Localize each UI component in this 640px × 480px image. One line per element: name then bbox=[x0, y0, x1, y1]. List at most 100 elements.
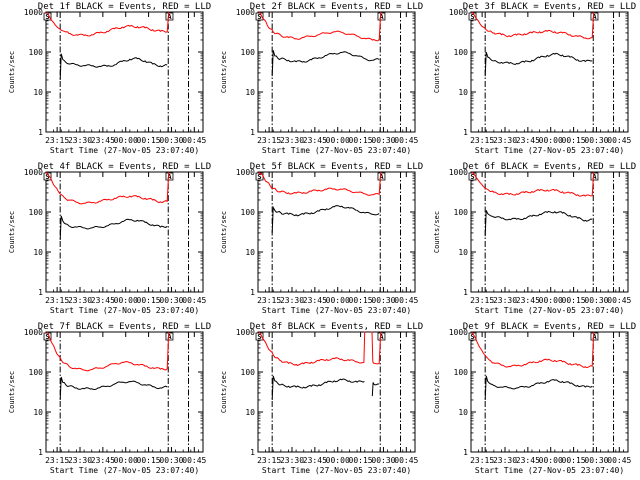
x-tick-label: 23:15 bbox=[470, 456, 494, 465]
y-axis-label: Counts/sec bbox=[433, 51, 441, 93]
chart-title: Det 7f BLACK = Events, RED = LLD bbox=[38, 322, 211, 332]
marker-box bbox=[590, 332, 599, 341]
x-tick-label: 23:45 bbox=[516, 136, 540, 145]
x-axis-label: Start Time (27-Nov-05 23:07:40) bbox=[475, 466, 624, 475]
marker-label: A bbox=[379, 173, 384, 181]
plot-frame bbox=[470, 11, 629, 133]
y-tick-label: 10 bbox=[245, 88, 255, 97]
y-axis-label: Counts/sec bbox=[8, 211, 16, 253]
panel-3: Det 3f BLACK = Events, RED = LLD 1 10 100 10… bbox=[433, 2, 636, 155]
x-tick-label: 00:00 bbox=[326, 136, 350, 145]
chart-title: Det 6f BLACK = Events, RED = LLD bbox=[463, 162, 636, 172]
plot-frame bbox=[470, 331, 629, 453]
y-tick-label: 1 bbox=[463, 128, 468, 137]
x-tick-label: 00:00 bbox=[114, 456, 138, 465]
chart-title: Det 9f BLACK = Events, RED = LLD bbox=[463, 322, 636, 332]
marker-box bbox=[377, 12, 386, 21]
x-tick-label: 23:45 bbox=[91, 456, 115, 465]
x-tick-label: 00:45 bbox=[607, 136, 631, 145]
x-axis-label: Start Time (27-Nov-05 23:07:40) bbox=[475, 146, 624, 155]
marker-label: S bbox=[257, 13, 261, 21]
series-red-line bbox=[258, 331, 382, 366]
y-axis-label: Counts/sec bbox=[433, 211, 441, 253]
y-tick-label: 10 bbox=[458, 248, 468, 257]
marker-label: S bbox=[470, 173, 474, 181]
x-tick-label: 23:30 bbox=[493, 456, 517, 465]
marker-label: A bbox=[592, 13, 597, 21]
x-tick-label: 23:15 bbox=[257, 296, 281, 305]
y-tick-label: 10 bbox=[33, 248, 43, 257]
x-tick-label: 00:15 bbox=[349, 296, 373, 305]
series-black-line bbox=[271, 375, 380, 401]
x-tick-label: 23:15 bbox=[470, 296, 494, 305]
x-tick-label: 00:15 bbox=[562, 456, 586, 465]
marker-label: S bbox=[45, 333, 49, 341]
y-tick-label: 1 bbox=[38, 288, 43, 297]
y-tick-label: 100 bbox=[454, 368, 469, 377]
x-tick-label: 00:00 bbox=[539, 296, 563, 305]
chart-title: Det 3f BLACK = Events, RED = LLD bbox=[463, 2, 636, 12]
x-tick-label: 23:15 bbox=[45, 456, 69, 465]
series-black-line bbox=[484, 375, 593, 401]
y-tick-label: 100 bbox=[241, 368, 256, 377]
chart-title: Det 2f BLACK = Events, RED = LLD bbox=[250, 2, 423, 12]
x-tick-label: 00:00 bbox=[326, 296, 350, 305]
x-tick-label: 00:45 bbox=[394, 456, 418, 465]
marker-box bbox=[590, 172, 599, 181]
x-tick-label: 23:30 bbox=[280, 456, 304, 465]
x-tick-label: 00:45 bbox=[182, 296, 206, 305]
y-tick-label: 100 bbox=[29, 48, 44, 57]
plot-frame bbox=[45, 11, 204, 133]
x-tick-label: 00:15 bbox=[562, 136, 586, 145]
x-tick-label: 23:45 bbox=[303, 296, 327, 305]
y-axis-label: Counts/sec bbox=[220, 51, 228, 93]
x-tick-label: 23:30 bbox=[68, 296, 92, 305]
plot-frame bbox=[45, 171, 204, 293]
series-red-line bbox=[471, 11, 595, 40]
marker-box bbox=[255, 12, 264, 21]
x-tick-label: 00:30 bbox=[371, 456, 395, 465]
x-tick-label: 00:30 bbox=[584, 296, 608, 305]
panel-7: Det 7f BLACK = Events, RED = LLD 1 10 100 10… bbox=[8, 322, 211, 475]
x-tick-label: 23:45 bbox=[303, 136, 327, 145]
plot-frame bbox=[257, 11, 416, 133]
y-tick-label: 1 bbox=[463, 288, 468, 297]
x-tick-label: 23:15 bbox=[470, 136, 494, 145]
panel-4: Det 4f BLACK = Events, RED = LLD 1 10 100 10… bbox=[8, 162, 211, 315]
y-tick-label: 1 bbox=[38, 128, 43, 137]
y-axis-label: Counts/sec bbox=[433, 371, 441, 413]
x-tick-label: 00:15 bbox=[137, 296, 161, 305]
plot-frame bbox=[257, 331, 416, 453]
x-tick-label: 00:00 bbox=[114, 136, 138, 145]
x-tick-label: 00:00 bbox=[539, 136, 563, 145]
marker-label: S bbox=[470, 333, 474, 341]
y-tick-label: 10 bbox=[33, 408, 43, 417]
series-red-line bbox=[471, 171, 595, 197]
chart-title: Det 5f BLACK = Events, RED = LLD bbox=[250, 162, 423, 172]
x-axis-label: Start Time (27-Nov-05 23:07:40) bbox=[262, 306, 411, 315]
x-tick-label: 00:45 bbox=[182, 136, 206, 145]
x-tick-label: 23:15 bbox=[257, 136, 281, 145]
x-tick-label: 00:30 bbox=[159, 296, 183, 305]
plot-frame bbox=[470, 171, 629, 293]
panel-5: Det 5f BLACK = Events, RED = LLD 1 10 100 10… bbox=[220, 162, 423, 315]
series-black-line bbox=[271, 205, 380, 233]
y-tick-label: 1 bbox=[463, 448, 468, 457]
x-tick-label: 23:30 bbox=[68, 456, 92, 465]
y-tick-label: 1000 bbox=[24, 8, 43, 17]
plot-frame bbox=[45, 331, 204, 453]
x-tick-label: 23:45 bbox=[91, 296, 115, 305]
series-red-line bbox=[46, 171, 170, 205]
marker-box bbox=[590, 12, 599, 21]
series-black-line bbox=[484, 51, 593, 77]
series-red-line bbox=[258, 11, 382, 42]
marker-label: S bbox=[45, 13, 49, 21]
x-tick-label: 23:45 bbox=[91, 136, 115, 145]
marker-box bbox=[377, 172, 386, 181]
y-tick-label: 10 bbox=[245, 408, 255, 417]
x-tick-label: 00:00 bbox=[114, 296, 138, 305]
y-tick-label: 10 bbox=[245, 248, 255, 257]
y-tick-label: 1000 bbox=[24, 168, 43, 177]
x-tick-label: 00:30 bbox=[371, 136, 395, 145]
x-tick-label: 23:45 bbox=[303, 456, 327, 465]
